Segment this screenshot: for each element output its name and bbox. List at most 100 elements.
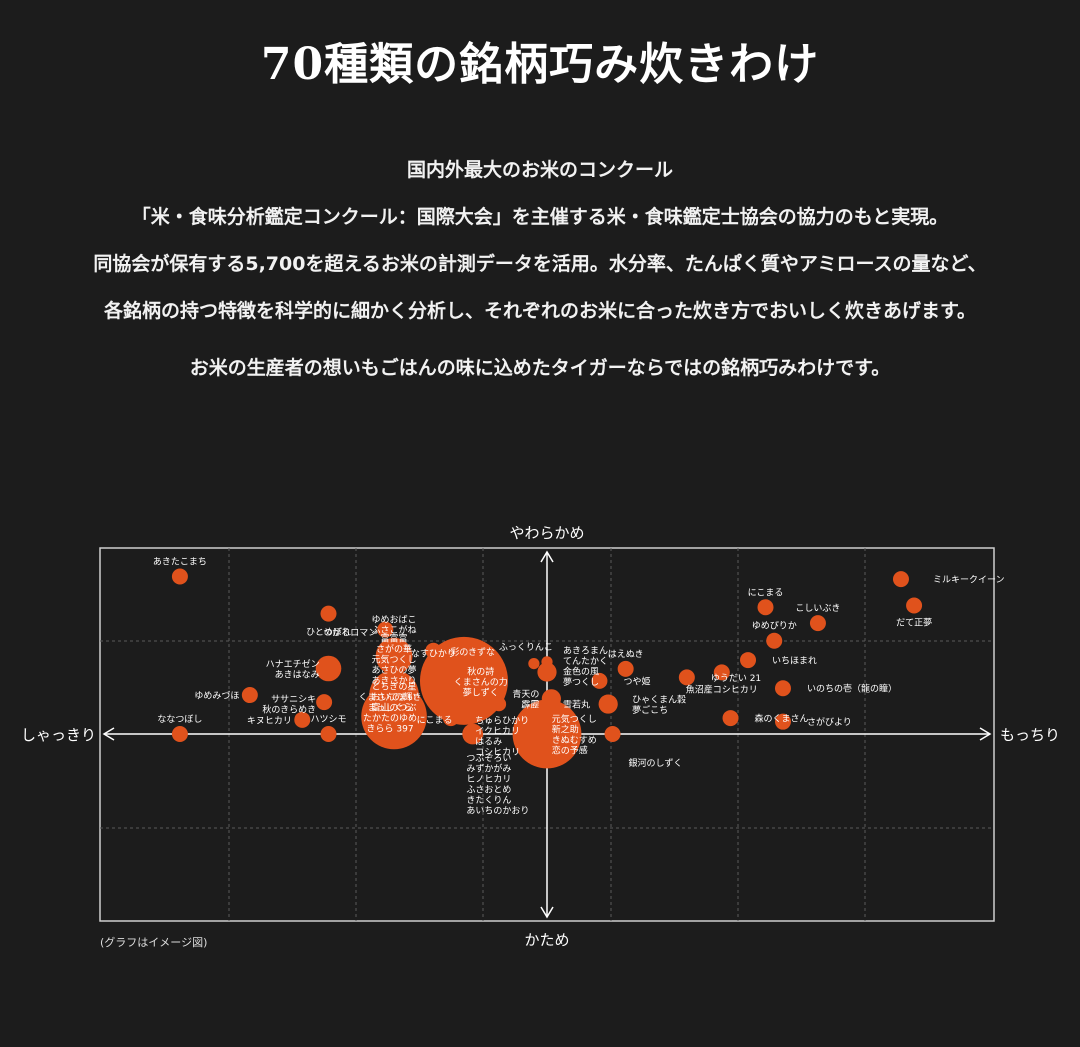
up-arrow-icon [540, 550, 554, 563]
point-label: キヌヒカリ [247, 715, 292, 726]
down-arrow-icon [540, 906, 554, 919]
intro-line-1: 「米・食味分析鑑定コンクール：国際大会」を主催する米・食味鑑定士協会の協力のもと… [131, 206, 949, 228]
point-label: あきさかり [372, 675, 417, 686]
point-label: 富山のつぶ [372, 702, 417, 714]
point-label: 銀河のしずく [629, 757, 683, 769]
point-label: ふさこがね [372, 624, 417, 636]
intro-text: 国内外最大のお米のコンクール 「米・食味分析鑑定コンクール：国際大会」を主催する… [0, 152, 1080, 397]
point-label: 夢しずく [463, 687, 499, 699]
point-label: ふさおとめ [466, 784, 511, 795]
point-label: たかたのゆめ [363, 713, 417, 724]
data-point [892, 571, 909, 588]
point-label: あきたこまち [153, 556, 207, 567]
data-point [528, 658, 540, 670]
data-point [375, 637, 413, 675]
point-label: みずかがみ [466, 762, 511, 774]
point-label: おいでまい [372, 692, 417, 703]
plot-frame [99, 547, 995, 922]
point-label: はるみ [475, 736, 502, 747]
data-points [171, 568, 923, 769]
data-point [512, 699, 582, 769]
data-point [604, 726, 621, 742]
point-label: つがるロマン [323, 626, 377, 638]
point-label: ヒノヒカリ [466, 774, 511, 785]
data-point [320, 605, 337, 622]
point-label: くまさんの力 [454, 676, 508, 688]
data-point [757, 599, 774, 616]
point-label: 青天の [512, 688, 539, 700]
data-point [722, 710, 739, 727]
data-point [617, 660, 634, 677]
data-point [294, 711, 311, 728]
intro-closing: お米の生産者の想いもごはんの味に込めたタイガーならではの銘柄巧みわけです。 [189, 357, 891, 379]
data-point [678, 669, 695, 686]
point-label: さがの華 [376, 643, 412, 655]
point-label: 雪若丸 [563, 698, 590, 710]
data-point [774, 713, 791, 730]
data-point [774, 680, 791, 697]
point-label: ササニシキ [271, 694, 316, 705]
point-label: あきはなみ [275, 669, 320, 680]
point-label: にこまる [417, 715, 453, 726]
point-label: 元気つくし [552, 713, 597, 725]
axis-label-right: もっちり [1000, 726, 1060, 744]
point-label: ゆめぴりか [752, 621, 797, 632]
point-label: にこまる [748, 587, 784, 598]
point-labels: ミルキークイーンだて正夢にこまるこしいぶきゆめぴりかいちほまれ魚沼産コシヒカリい… [153, 556, 1005, 816]
axis-label-left: しゃっきり [21, 726, 96, 744]
point-label: 新之助 [552, 723, 579, 735]
data-point [316, 694, 333, 711]
chart-note: (グラフはイメージ図) [100, 935, 207, 949]
point-label: 秋の詩 [467, 666, 494, 678]
data-point [541, 656, 553, 668]
rice-texture-scatter-chart: ミルキークイーンだて正夢にこまるこしいぶきゆめぴりかいちほまれ魚沼産コシヒカリい… [21, 524, 1060, 949]
point-label: 夢つくし [563, 676, 599, 688]
point-label: さがびより [807, 716, 852, 728]
point-label: まっしぐら [368, 702, 413, 713]
data-point [809, 615, 826, 632]
point-label: はえぬき [608, 649, 644, 660]
point-label: いのちの壱（龍の瞳） [807, 683, 897, 695]
point-label: あいちのかおり [466, 805, 529, 816]
data-point [598, 694, 618, 714]
right-arrow-icon [979, 727, 992, 741]
data-point [320, 726, 337, 742]
data-point [315, 655, 342, 682]
point-label: 恋の予感 [552, 744, 588, 756]
point-label: 富富富 [381, 632, 408, 644]
point-label: くまさんの輝き [359, 692, 422, 703]
intro-heading: 国内外最大のお米のコンクール [406, 159, 673, 181]
data-point [766, 632, 783, 649]
point-label: ひゃくまん穀 [632, 693, 686, 705]
point-label: 夢ごこち [632, 704, 668, 716]
intro-line-2: 同協会が保有する5,700を超えるお米の計測データを活用。水分率、たんぱく質やア… [93, 253, 987, 275]
point-label: ハナエチゼン [266, 658, 320, 670]
point-label: とちぎの星 [372, 681, 417, 693]
page-title: 70種類の銘柄巧み炊きわけ [260, 39, 820, 90]
point-label: ゆめみづほ [194, 691, 239, 702]
point-label: きぬむすめ [552, 735, 597, 746]
data-point [425, 642, 442, 659]
point-label: ハツシモ [310, 715, 346, 725]
point-label: ちゅらひかり [475, 715, 529, 726]
point-label: コシヒカリ [475, 747, 520, 758]
point-label: あきろまん [563, 646, 608, 657]
point-label: 魚沼産コシヒカリ [686, 683, 758, 695]
point-label: ゆうだい 21 [711, 673, 761, 684]
point-label: あさひの夢 [372, 664, 417, 676]
data-point [537, 662, 557, 682]
data-point [906, 597, 923, 614]
point-label: こしいぶき [795, 603, 840, 614]
point-label: 金色の風 [563, 666, 599, 678]
point-label: つぶぞろい [466, 753, 511, 764]
point-label: てんたかく [563, 656, 608, 667]
intro-line-3: 各銘柄の持つ特徴を科学的に細かく分析し、それぞれのお米に合った炊き方でおいしく炊… [103, 300, 977, 322]
axis-label-bottom: かため [524, 931, 569, 949]
point-label: ふっくりんこ [499, 642, 553, 653]
point-label: 森のくまさん [755, 713, 809, 725]
point-label: ミルキークイーン [933, 575, 1005, 586]
data-point [591, 672, 608, 689]
data-point [241, 687, 258, 704]
point-label: 霹靂 [521, 700, 539, 711]
point-label: なすひかり [411, 649, 456, 660]
